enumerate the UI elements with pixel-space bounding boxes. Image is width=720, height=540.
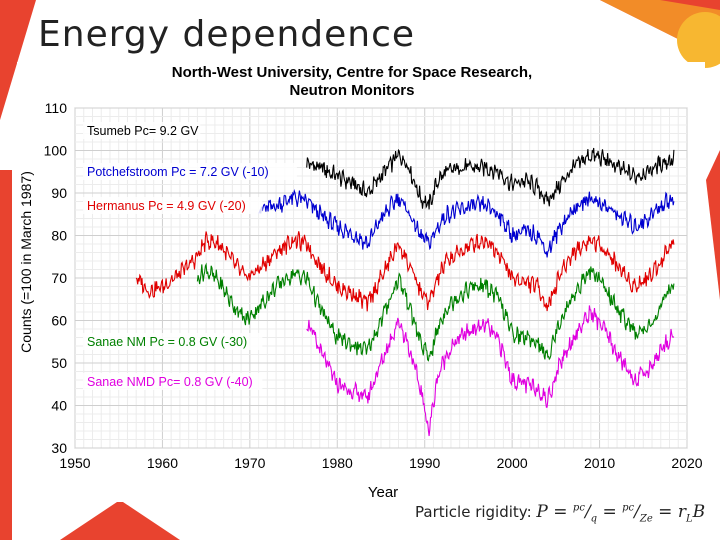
series-line xyxy=(258,189,675,258)
legend-label-bg xyxy=(83,333,263,350)
red-accent-bottom xyxy=(60,500,180,540)
y-tick-label: 90 xyxy=(51,185,67,201)
y-tick-label: 100 xyxy=(44,143,68,159)
red-accent-right xyxy=(706,150,720,300)
legend-label-bg xyxy=(83,163,297,180)
red-accent-left-top xyxy=(0,0,36,120)
legend-label-bg xyxy=(83,122,201,139)
rigidity-formula: Particle rigidity: P = pc/q = pc/Ze = rL… xyxy=(415,502,715,536)
y-tick-label: 30 xyxy=(51,440,67,456)
legend-entry: Tsumeb Pc= 9.2 GV xyxy=(87,124,199,138)
x-tick-label: 1970 xyxy=(234,455,265,471)
legend-entry: Sanae NMD Pc= 0.8 GV (-40) xyxy=(87,375,253,389)
legend-entry: Hermanus Pc = 4.9 GV (-20) xyxy=(87,199,246,213)
y-tick-label: 110 xyxy=(45,100,68,116)
y-tick-label: 40 xyxy=(51,398,67,414)
x-tick-label: 1990 xyxy=(409,455,440,471)
chart-subtitle: Neutron Monitors xyxy=(290,82,415,99)
x-tick-label: 1960 xyxy=(147,455,178,471)
legend-label-bg xyxy=(83,373,263,390)
sun-icon xyxy=(677,12,720,68)
series-line xyxy=(306,147,675,210)
chart-title: North-West University, Centre for Space … xyxy=(172,64,532,81)
x-tick-label: 2020 xyxy=(671,455,702,471)
neutron-monitor-chart: North-West University, Centre for Space … xyxy=(18,64,703,501)
red-accent-left-bottom xyxy=(0,170,12,540)
y-tick-label: 60 xyxy=(51,313,67,329)
x-tick-label: 2010 xyxy=(584,455,615,471)
x-tick-label: 1980 xyxy=(322,455,353,471)
chart-panel: North-West University, Centre for Space … xyxy=(17,62,705,502)
x-axis-label: Year xyxy=(368,484,398,501)
y-axis-label: Counts (=100 in March 1987) xyxy=(18,171,34,353)
legend-label-bg xyxy=(83,197,263,214)
plot-layer: 1950 1960 1970 1980 1990 2000 2010 2020 30 40 50 60… xyxy=(44,100,703,471)
series-line xyxy=(135,231,675,312)
series-line xyxy=(196,262,675,362)
x-tick-label: 2000 xyxy=(497,455,528,471)
legend-entry: Sanae NM Pc = 0.8 GV (-30) xyxy=(87,335,247,349)
rigidity-equation: P = pc/q = pc/Ze = rLB xyxy=(536,502,706,525)
y-tick-label: 80 xyxy=(51,228,67,244)
rigidity-label: Particle rigidity: xyxy=(415,503,532,521)
x-tick-label: 1950 xyxy=(59,455,90,471)
y-tick-label: 70 xyxy=(51,270,67,286)
slide-title: Energy dependence xyxy=(38,14,416,55)
series-line xyxy=(306,305,675,437)
legend-entry: Potchefstroom Pc = 7.2 GV (-10) xyxy=(87,165,269,179)
y-tick-label: 50 xyxy=(51,355,67,371)
